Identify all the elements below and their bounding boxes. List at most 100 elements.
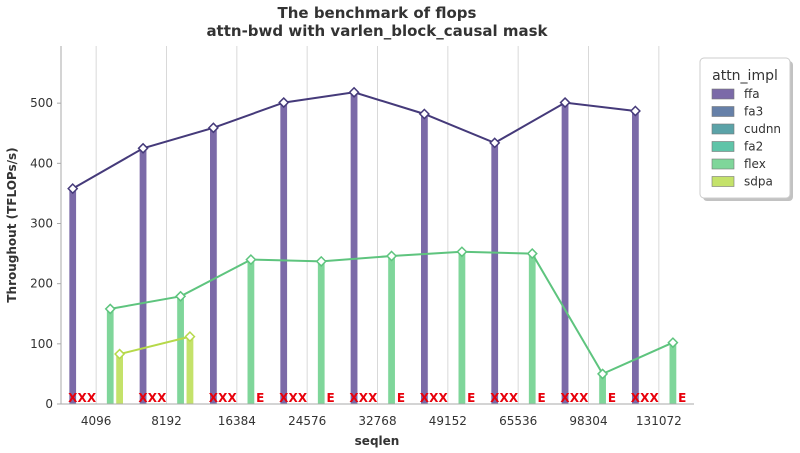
x-tick-label-65536: 65536 [499, 414, 537, 428]
error-mark-fa3-16384: X [218, 391, 228, 405]
error-mark-sdpa-98304: E [608, 391, 616, 405]
bar-flex-4096 [106, 308, 115, 405]
bar-ffa-32768 [350, 92, 359, 405]
error-mark-ffa-98304: X [560, 391, 570, 405]
legend-label-fa3: fa3 [744, 105, 763, 119]
legend-swatch-fa3 [711, 106, 735, 117]
error-mark-fa3-131072: X [640, 391, 650, 405]
marker-flex-98304 [597, 368, 609, 380]
x-tick-label-32768: 32768 [358, 414, 396, 428]
bar-sdpa-4096 [115, 353, 124, 405]
marker-ffa-32768 [348, 86, 360, 98]
bar-flex-16384 [246, 259, 255, 405]
bar-flex-49152 [457, 251, 466, 405]
bar-ffa-16384 [209, 127, 218, 405]
error-mark-cudnn-98304: X [579, 391, 589, 405]
error-mark-sdpa-131072: E [678, 391, 686, 405]
marker-ffa-8192 [137, 142, 149, 154]
y-tick-label-200: 200 [30, 277, 53, 291]
error-mark-fa3-8192: X [148, 391, 158, 405]
legend-swatch-cudnn [711, 123, 735, 135]
x-tick-label-16384: 16384 [218, 414, 256, 428]
x-tick-label-131072: 131072 [636, 414, 682, 428]
marker-flex-49152 [456, 246, 468, 258]
error-mark-ffa-16384: X [209, 391, 219, 405]
error-mark-ffa-32768: X [349, 391, 359, 405]
x-tick-label-49152: 49152 [429, 414, 467, 428]
legend-swatch-fa2 [711, 141, 735, 152]
bar-ffa-98304 [561, 102, 570, 405]
y-tick-label-0: 0 [45, 397, 53, 411]
marker-flex-65536 [526, 248, 538, 260]
x-axis-label: seqlen [355, 434, 400, 448]
marker-ffa-16384 [207, 122, 219, 134]
marker-ffa-65536 [489, 137, 501, 149]
legend-label-fa2: fa2 [744, 140, 763, 154]
legend-label-cudnn: cudnn [744, 122, 781, 136]
marker-ffa-24576 [278, 96, 290, 109]
marker-flex-32768 [386, 250, 398, 262]
error-mark-ffa-49152: X [420, 391, 430, 405]
marker-ffa-49152 [418, 108, 430, 120]
bar-ffa-4096 [68, 188, 77, 405]
bar-flex-8192 [176, 295, 185, 405]
x-tick-label-8192: 8192 [151, 414, 182, 428]
marker-flex-4096 [104, 303, 116, 315]
error-mark-sdpa-16384: E [256, 391, 264, 405]
bar-ffa-49152 [420, 113, 429, 405]
bar-sdpa-8192 [185, 336, 194, 405]
error-mark-fa3-98304: X [570, 391, 580, 405]
bar-flex-32768 [387, 255, 396, 405]
legend-label-ffa: ffa [744, 87, 760, 101]
legend-label-sdpa: sdpa [744, 175, 773, 189]
marker-flex-24576 [315, 255, 327, 267]
bar-ffa-65536 [490, 142, 499, 405]
error-mark-sdpa-24576: E [327, 391, 335, 405]
marker-ffa-4096 [67, 183, 79, 195]
error-mark-ffa-131072: X [631, 391, 641, 405]
y-tick-label-300: 300 [30, 216, 53, 230]
error-mark-ffa-8192: X [138, 391, 148, 405]
series-lines [72, 91, 674, 376]
error-mark-sdpa-49152: E [467, 391, 475, 405]
error-mark-fa3-24576: X [288, 391, 298, 405]
legend-swatch-flex [711, 158, 735, 170]
tick-labels: 0 100 200 300 400 500 4096 8192 16384 24576 32768 4… [30, 96, 682, 428]
error-mark-ffa-65536: X [490, 391, 500, 405]
error-mark-cudnn-4096: X [87, 391, 97, 405]
axes [60, 46, 694, 405]
marker-flex-16384 [245, 254, 257, 266]
bar-flex-65536 [528, 253, 537, 405]
bar-ffa-24576 [279, 102, 288, 405]
error-mark-cudnn-16384: X [228, 391, 238, 405]
error-mark-cudnn-131072: X [650, 391, 660, 405]
y-tick-label-100: 100 [30, 337, 53, 351]
marker-ffa-98304 [559, 96, 571, 109]
error-mark-ffa-4096: X [68, 391, 78, 405]
legend-swatch-sdpa [711, 176, 735, 187]
line-sdpa [119, 335, 191, 356]
marker-flex-8192 [175, 290, 187, 302]
legend-label-flex: flex [744, 157, 766, 171]
error-mark-sdpa-65536: E [538, 391, 546, 405]
chart-subtitle: attn-bwd with varlen_block_causal mask [206, 22, 548, 40]
y-tick-label-400: 400 [30, 156, 53, 170]
bar-flex-131072 [668, 342, 677, 405]
grid-lines [95, 46, 660, 404]
error-mark-fa3-4096: X [77, 391, 87, 405]
legend-title: attn_impl [712, 68, 778, 84]
error-mark-cudnn-65536: X [509, 391, 519, 405]
error-mark-cudnn-32768: X [368, 391, 378, 405]
bars [68, 92, 677, 405]
error-mark-fa3-32768: X [359, 391, 369, 405]
x-tick-label-24576: 24576 [288, 414, 326, 428]
x-tick-label-4096: 4096 [81, 414, 112, 428]
error-mark-cudnn-8192: X [157, 391, 167, 405]
legend-swatch-ffa [711, 88, 735, 100]
y-axis-label: Throughout (TFLOPs/s) [5, 147, 19, 302]
error-mark-sdpa-32768: E [397, 391, 405, 405]
marker-sdpa-8192 [184, 331, 196, 343]
